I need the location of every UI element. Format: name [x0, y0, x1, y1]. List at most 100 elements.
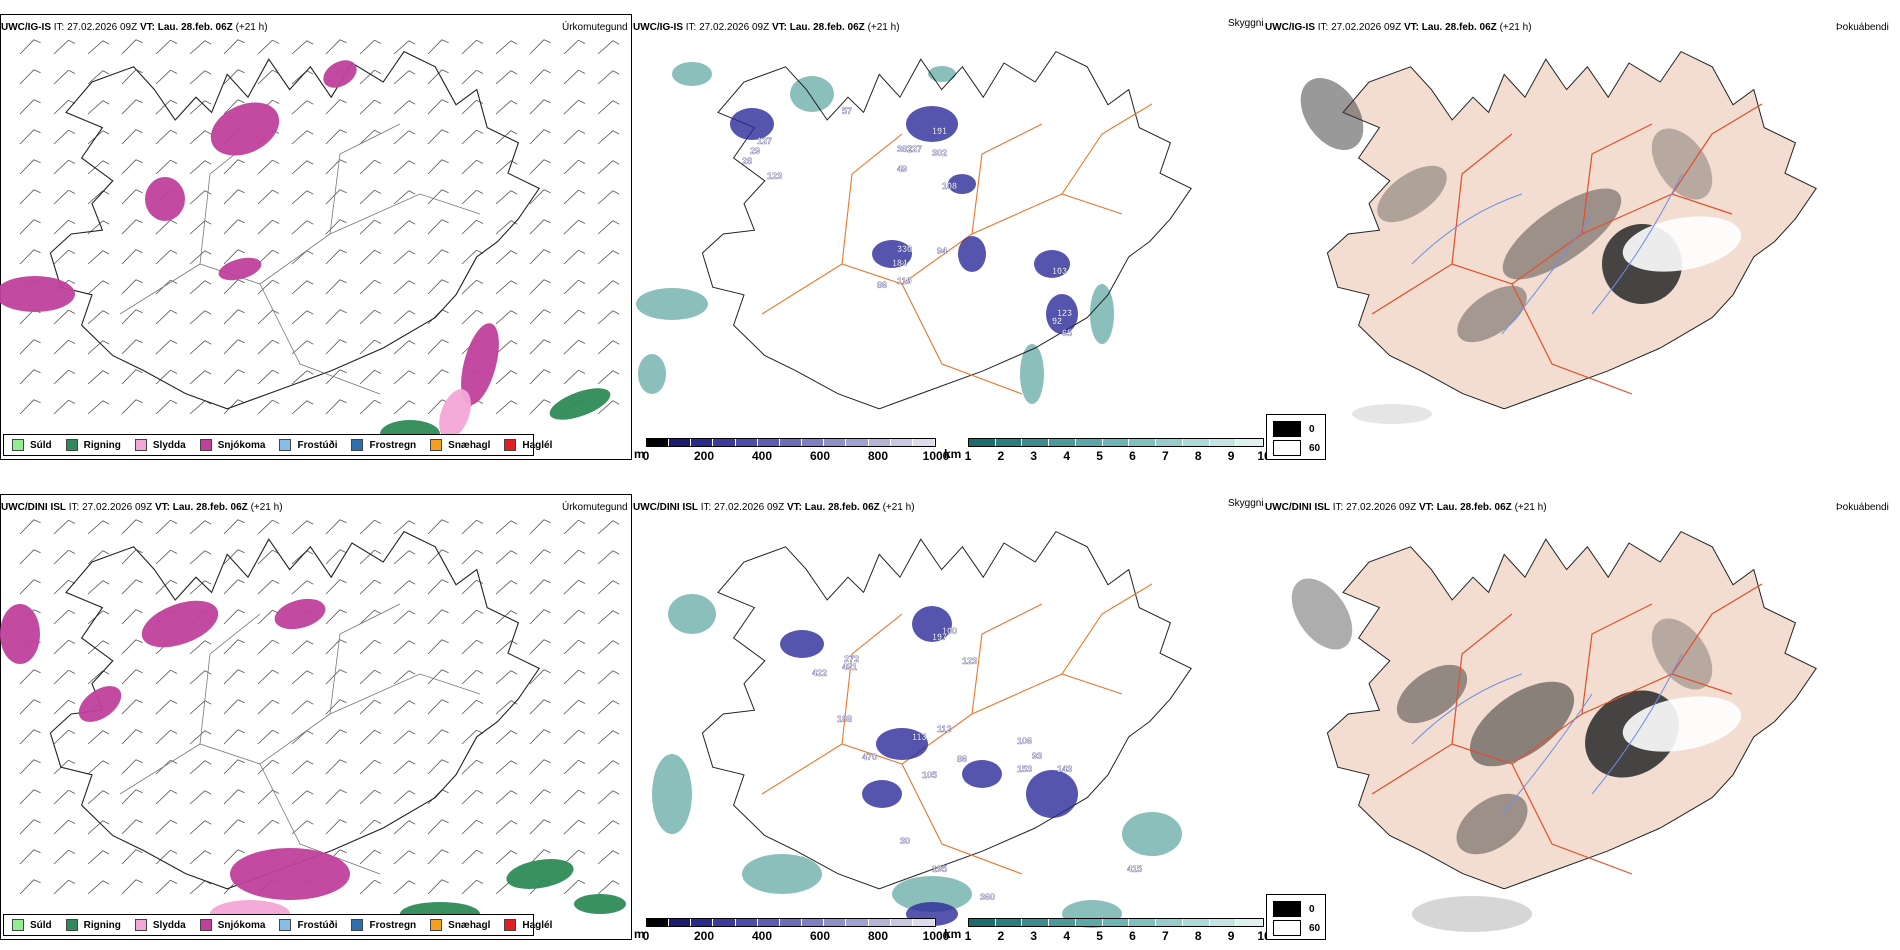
- row2-cloud-it-value: 27.02.2026 09Z: [1346, 502, 1417, 513]
- colorbar-cell: [647, 439, 670, 446]
- wind-barb: [53, 189, 76, 205]
- colorbar-cell: [669, 439, 692, 446]
- wind-barb: [257, 399, 280, 415]
- wind-barb: [359, 729, 382, 745]
- row1-precip-map: [0, 14, 632, 460]
- wind-barb: [495, 280, 518, 295]
- wind-barb: [325, 39, 347, 55]
- snow-depth-label: 94: [937, 246, 947, 256]
- wind-barb: [427, 519, 449, 535]
- wind-barb: [597, 760, 620, 775]
- wind-barb: [223, 219, 245, 235]
- wind-barb: [461, 279, 484, 295]
- wind-barb: [597, 730, 620, 745]
- colorbar-tick-label: 5: [1096, 449, 1103, 463]
- white-swatch: [1273, 920, 1301, 936]
- wind-barb: [19, 729, 41, 745]
- colorbar-cell: [890, 439, 913, 446]
- wind-barb: [597, 370, 620, 385]
- fog-area: [1377, 165, 1447, 223]
- roads: [119, 603, 481, 875]
- wind-barb: [495, 580, 518, 595]
- colorbar-cell: [846, 919, 869, 926]
- wind-barb: [53, 699, 76, 715]
- wind-barb: [325, 579, 347, 595]
- legend-label: Rigning: [83, 919, 121, 931]
- row2-cloud-panel: [1262, 494, 1900, 940]
- wind-barb: [291, 160, 314, 175]
- wind-barb: [53, 669, 76, 685]
- row2-vis-it-value: 27.02.2026 09Z: [714, 502, 785, 513]
- wind-barb: [223, 609, 245, 625]
- row1-depth-colorbar: 0 200 400 600 800 1000: [643, 438, 949, 463]
- wind-barb: [325, 399, 347, 415]
- wind-barb: [359, 189, 382, 205]
- wind-barb: [19, 39, 41, 55]
- snow-depth-area: [958, 236, 986, 272]
- row2-precip-panel: [0, 494, 632, 940]
- wind-barb: [53, 639, 76, 655]
- wind-barb: [87, 70, 110, 85]
- wind-barb: [189, 820, 212, 835]
- snow-depth-label: 197: [932, 632, 947, 642]
- wind-barb: [257, 159, 280, 175]
- sleet-area: [439, 389, 471, 439]
- wind-barb: [393, 160, 416, 175]
- wind-barb: [393, 760, 416, 775]
- colorbar-cell: [1102, 439, 1130, 446]
- wind-barb: [427, 129, 449, 145]
- legend-label: Frostregn: [369, 919, 417, 931]
- wind-barb: [427, 279, 449, 295]
- wind-barb: [189, 760, 212, 775]
- snow-depth-label: 119: [897, 276, 912, 286]
- wind-barb: [121, 729, 143, 745]
- row1-vt-value: Lau. 28.feb. 06Z: [157, 22, 233, 33]
- colorbar-tick-label: 8: [1194, 449, 1202, 463]
- colorbar-cell: [1182, 919, 1210, 926]
- wind-barb: [563, 699, 586, 715]
- colorbar-tick-label: 1: [964, 929, 972, 943]
- wind-barb: [597, 640, 620, 655]
- wind-barb: [495, 370, 518, 385]
- coastline: [49, 50, 541, 410]
- row2-vt-label: VT:: [154, 502, 170, 513]
- snow-depth-area: [1034, 250, 1070, 278]
- wind-barb: [393, 40, 416, 55]
- row1-vis-vt-value: Lau. 28.feb. 06Z: [789, 22, 865, 33]
- fog-area: [1300, 77, 1364, 151]
- wind-barb: [427, 609, 449, 625]
- wind-barb: [19, 579, 41, 595]
- wind-barb: [427, 369, 449, 385]
- row1-vis-vt-label: VT:: [771, 22, 787, 33]
- row1-lead: (+21 h): [235, 22, 268, 33]
- wind-barb: [87, 310, 110, 325]
- snow-area: [274, 598, 326, 630]
- wind-barb: [461, 189, 484, 205]
- wind-barb: [19, 159, 41, 175]
- wind-barb: [53, 729, 76, 745]
- wind-barb: [393, 640, 416, 655]
- wind-barb: [495, 190, 518, 205]
- wind-barb: [393, 130, 416, 145]
- colorbar-cells: [968, 438, 1264, 447]
- wind-barb: [393, 730, 416, 745]
- wind-barb: [155, 729, 178, 745]
- wind-barb: [563, 789, 586, 805]
- wind-barb: [87, 190, 110, 205]
- row1-cloud-vt-value: Lau. 28.feb. 06Z: [1421, 22, 1497, 33]
- wind-barb: [427, 39, 449, 55]
- colorbar-cell: [1049, 919, 1076, 926]
- wind-barb: [155, 579, 178, 595]
- wind-barb: [325, 249, 347, 265]
- snow-depth-label: 92: [1052, 316, 1062, 326]
- snow-depth-label: 57: [842, 106, 852, 116]
- wind-barb: [53, 69, 76, 85]
- low-visibility-area: [636, 288, 708, 320]
- row2-vis-model: UWC/DINI ISL: [633, 502, 698, 513]
- legend-label: Snjókoma: [217, 919, 266, 931]
- wind-barb: [19, 99, 41, 115]
- wind-barb: [257, 519, 280, 535]
- wind-barb: [495, 100, 518, 115]
- colorbar-tick-label: 2: [997, 929, 1005, 943]
- row1-vis-it-label: IT:: [685, 22, 697, 33]
